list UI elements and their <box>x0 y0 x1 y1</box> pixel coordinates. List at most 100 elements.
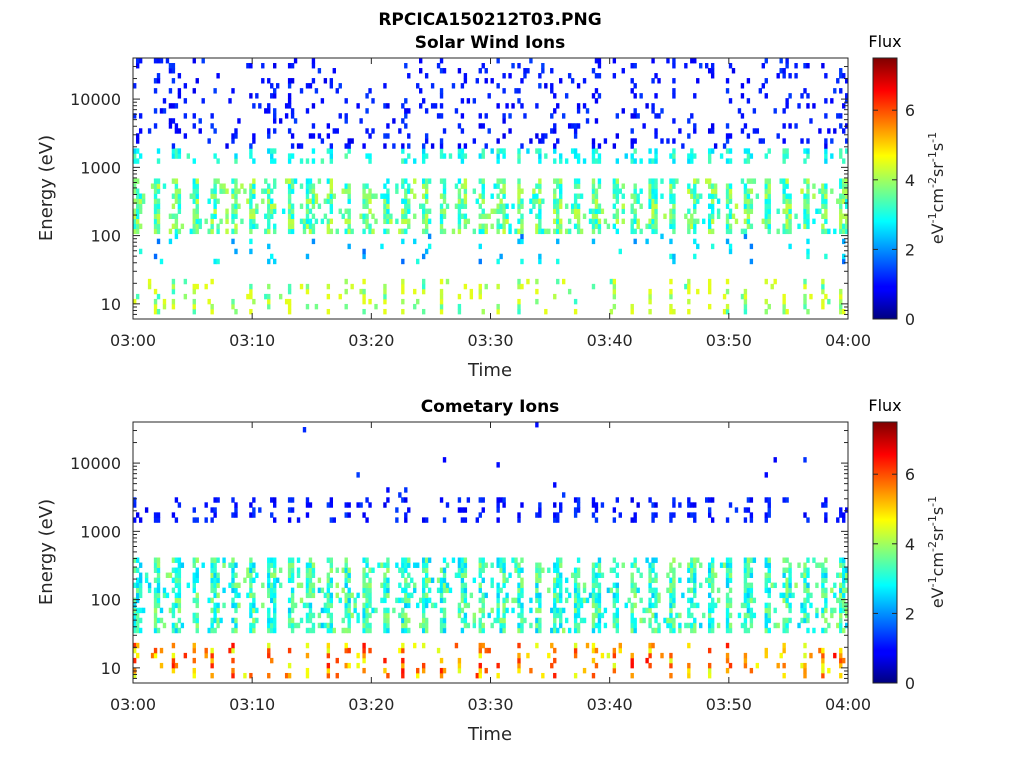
spectrogram-cell <box>591 572 596 578</box>
spectrogram-cell <box>246 572 250 578</box>
spectrogram-cell <box>478 672 482 679</box>
spectrogram-cell <box>535 597 539 604</box>
spectrogram-cell <box>362 228 366 235</box>
spectrogram-cell <box>502 622 506 629</box>
spectrogram-cell <box>669 218 673 225</box>
spectrogram-cell <box>404 497 408 503</box>
spectrogram-cell <box>484 143 488 149</box>
spectrogram-cell <box>287 208 292 214</box>
spectrogram-cell <box>138 198 143 204</box>
spectrogram-cell <box>728 198 733 204</box>
spectrogram-cell <box>177 93 182 99</box>
spectrogram-cell <box>630 617 634 624</box>
spectrogram-cell <box>442 567 447 573</box>
spectrogram-cell <box>153 647 158 654</box>
spectrogram-cell <box>386 487 390 493</box>
spectrogram-cell <box>573 208 578 214</box>
spectrogram-cell <box>845 183 849 189</box>
spectrogram-cell <box>651 228 655 235</box>
spectrogram-cell <box>296 517 301 523</box>
spectrogram-cell <box>273 557 277 563</box>
spectrogram-cell <box>210 652 214 659</box>
spectrogram-cell <box>213 183 217 189</box>
spectrogram-cell <box>612 183 617 189</box>
spectrogram-cell <box>803 208 807 214</box>
spectrogram-cell <box>553 597 557 604</box>
spectrogram-cell <box>153 183 158 189</box>
spectrogram-cell <box>460 582 465 589</box>
spectrogram-cell <box>347 188 351 194</box>
spectrogram-cell <box>308 178 313 184</box>
spectrogram-cell <box>329 557 334 563</box>
spectrogram-cell <box>845 213 849 220</box>
spectrogram-cell <box>824 203 828 209</box>
spectrogram-cell <box>219 188 223 194</box>
spectrogram-cell <box>424 183 429 189</box>
x-tick-label: 03:00 <box>110 695 156 714</box>
spectrogram-cell <box>290 208 295 214</box>
spectrogram-cell <box>270 592 274 599</box>
spectrogram-cell <box>383 228 387 235</box>
spectrogram-cell <box>821 562 825 568</box>
spectrogram-cell <box>424 228 429 235</box>
spectrogram-cell <box>308 228 313 235</box>
spectrogram-cell <box>436 113 441 119</box>
spectrogram-cell <box>273 562 277 568</box>
spectrogram-cell <box>615 612 620 619</box>
spectrogram-cell <box>305 502 310 508</box>
spectrogram-cell <box>806 308 810 315</box>
spectrogram-cell <box>544 153 548 159</box>
spectrogram-cell <box>287 98 292 104</box>
spectrogram-cell <box>290 218 295 225</box>
spectrogram-cell <box>710 497 715 503</box>
spectrogram-cell <box>573 308 578 315</box>
spectrogram-cell <box>326 582 331 589</box>
spectrogram-cell <box>296 567 301 573</box>
spectrogram-cell <box>785 557 789 563</box>
spectrogram-cell <box>231 303 235 310</box>
spectrogram-cell <box>469 288 474 295</box>
spectrogram-cell <box>138 562 143 568</box>
spectrogram-cell <box>821 567 825 573</box>
spectrogram-cell <box>439 153 444 159</box>
spectrogram-cell <box>767 607 771 614</box>
spectrogram-cell <box>329 612 334 619</box>
spectrogram-cell <box>576 602 581 609</box>
spectrogram-cell <box>633 587 637 594</box>
spectrogram-cell <box>421 158 426 164</box>
spectrogram-cell <box>535 422 539 428</box>
spectrogram-cell <box>147 587 152 594</box>
spectrogram-cell <box>466 98 471 104</box>
spectrogram-cell <box>421 607 426 614</box>
spectrogram-cell <box>362 193 366 199</box>
spectrogram-cell <box>231 228 235 235</box>
spectrogram-cell <box>231 88 235 94</box>
spectrogram-cell <box>749 612 754 619</box>
spectrogram-cell <box>174 602 179 609</box>
spectrogram-cell <box>529 198 533 204</box>
spectrogram-cell <box>350 612 354 619</box>
spectrogram-cell <box>249 213 253 220</box>
spectrogram-cell <box>445 587 450 594</box>
spectrogram-cell <box>743 602 748 609</box>
spectrogram-cell <box>368 627 372 634</box>
spectrogram-cell <box>690 213 694 220</box>
spectrogram-cell <box>499 627 503 634</box>
spectrogram-cell <box>812 103 816 109</box>
spectrogram-cell <box>270 572 274 578</box>
spectrogram-cell <box>401 622 405 629</box>
spectrogram-cell <box>615 208 620 214</box>
spectrogram-cell <box>672 582 676 589</box>
spectrogram-cell <box>824 592 828 599</box>
spectrogram-cell <box>252 298 256 305</box>
spectrogram-cell <box>693 602 697 609</box>
spectrogram-cell <box>806 253 810 260</box>
spectrogram-cell <box>839 68 843 74</box>
spectrogram-cell <box>386 672 390 679</box>
spectrogram-cell <box>383 667 387 674</box>
spectrogram-cell <box>496 662 500 669</box>
spectrogram-cell <box>690 58 694 64</box>
spectrogram-cell <box>156 592 161 599</box>
spectrogram-cell <box>842 557 846 563</box>
spectrogram-cell <box>821 283 825 290</box>
